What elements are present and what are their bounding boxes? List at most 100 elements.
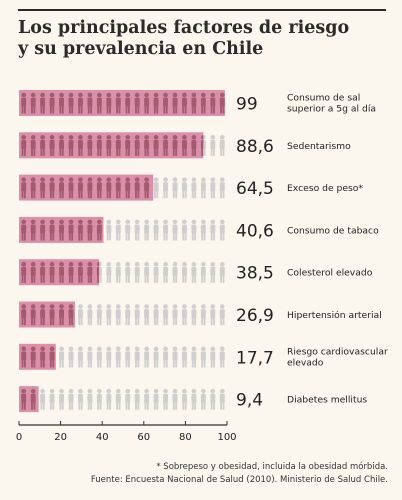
person-icon [106,219,112,241]
category-label: Riesgo cardiovascular [287,346,388,357]
person-icon [144,219,150,241]
person-icon [219,177,225,199]
person-icon [191,346,197,368]
person-icon [153,177,159,199]
person-icon [181,219,187,241]
value-label: 88,6 [236,137,274,157]
person-icon [125,261,131,283]
category-label: superior a 5g al día [287,104,376,115]
person-icon [181,177,187,199]
person-icon [77,388,83,410]
person-icon [59,346,65,368]
person-icon [125,346,131,368]
person-icon [106,346,112,368]
x-tick-label: 0 [16,432,22,443]
category-label: Sedentarismo [287,141,351,152]
x-tick-label: 40 [96,432,109,443]
person-icon [210,135,216,156]
category-label: Consumo de tabaco [287,225,379,236]
person-icon [134,346,140,368]
person-icon [77,346,83,368]
person-icon [134,304,140,326]
person-icon [87,304,93,326]
x-tick-label: 20 [54,432,67,443]
person-icon [163,219,169,241]
person-icon [219,219,225,241]
person-icon [115,261,121,283]
chart-title-line-1: Los principales factores de riesgo [18,18,350,38]
person-icon [153,304,159,326]
person-icon [219,135,225,156]
person-icon [219,388,225,410]
person-icon [181,304,187,326]
person-icon [144,261,150,283]
person-icon [191,219,197,241]
person-icon [163,177,169,199]
person-icon [163,388,169,410]
person-icon [125,219,131,241]
person-icon [40,388,46,410]
person-icon [172,388,178,410]
person-icon [153,261,159,283]
person-icon [68,346,74,368]
person-icon [200,261,206,283]
person-icon [219,261,225,283]
x-tick-label: 80 [179,432,192,443]
bar-row: 38,5 Colesterol elevado [19,259,373,286]
person-icon [115,304,121,326]
person-icon [191,261,197,283]
person-icon [181,388,187,410]
value-label: 38,5 [236,264,274,284]
person-icon [219,304,225,326]
person-icon [210,219,216,241]
person-icon [115,346,121,368]
value-label: 26,9 [236,306,274,326]
person-icon [144,304,150,326]
person-icon [115,219,121,241]
person-icon [144,346,150,368]
person-icon [191,177,197,199]
bar-row: 26,9 Hipertensión arterial [19,301,382,328]
value-label: 17,7 [236,348,274,368]
person-icon [49,388,55,410]
person-icon [125,304,131,326]
category-label: Diabetes mellitus [287,395,367,406]
person-icon [77,304,83,326]
footnote: * Sobrepeso y obesidad, incluida la obes… [156,462,388,472]
person-icon [219,346,225,368]
person-icon [210,304,216,326]
person-icon [200,304,206,326]
person-icon [200,177,206,199]
value-label: 9,4 [236,391,263,411]
bar-row: 40,6 Consumo de tabaco [19,216,379,243]
person-icon [200,219,206,241]
person-icon [96,346,102,368]
person-icon [125,388,131,410]
person-icon [210,261,216,283]
person-icon [68,388,74,410]
person-icon [172,346,178,368]
source-note: Fuente: Encuesta Nacional de Salud (2010… [90,475,388,485]
x-tick-label: 60 [137,432,150,443]
person-icon [106,304,112,326]
person-icon [153,346,159,368]
chart-title-line-2: y su prevalencia en Chile [18,39,264,59]
bar-row: 88,6 Sedentarismo [19,132,351,159]
person-icon [181,261,187,283]
person-icon [144,388,150,410]
person-icon [163,304,169,326]
person-icon [106,388,112,410]
category-label: Hipertensión arterial [287,310,382,321]
person-icon [210,388,216,410]
chart-title: Los principales factores de riesgo y su … [18,18,388,60]
person-icon [191,388,197,410]
person-icon [134,388,140,410]
bar-row: 9,4 Diabetes mellitus [19,386,367,413]
person-icon [191,304,197,326]
value-label: 64,5 [236,179,274,199]
category-label: Exceso de peso* [287,183,363,194]
figure-row-background [21,388,225,410]
person-icon [87,388,93,410]
person-icon [163,346,169,368]
